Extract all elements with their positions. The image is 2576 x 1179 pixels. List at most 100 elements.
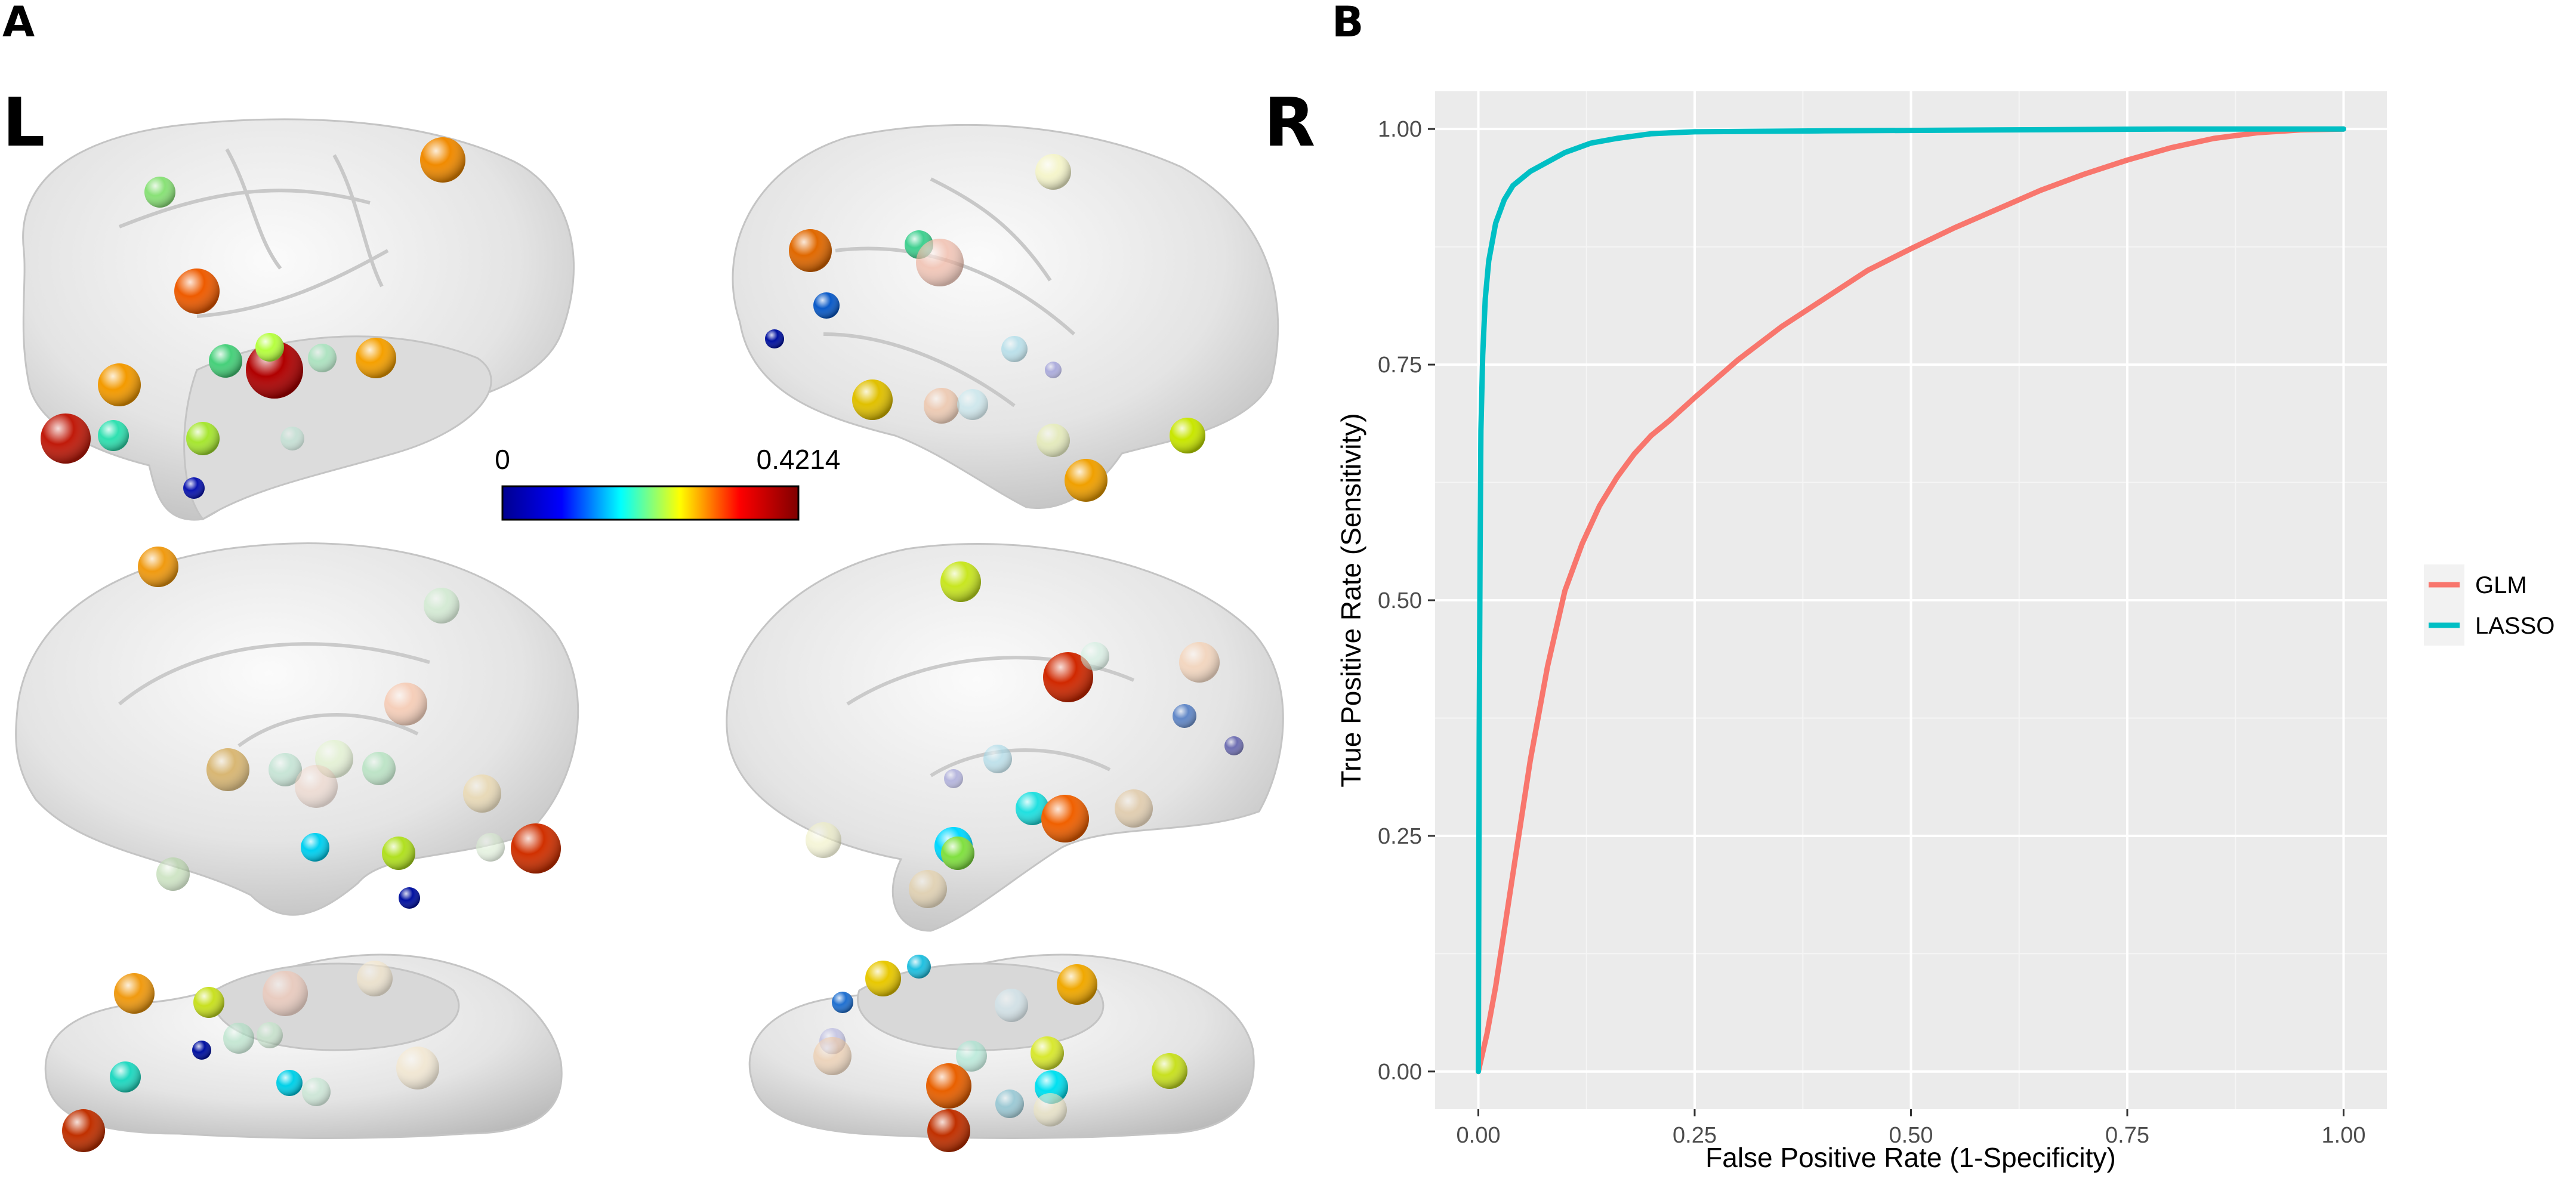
node-sphere (916, 239, 964, 286)
node-sphere (295, 765, 338, 808)
node-sphere (1173, 704, 1196, 728)
node-sphere (476, 833, 505, 862)
node-sphere (209, 344, 242, 378)
panel-label-b: B (1332, 0, 1364, 47)
node-sphere (957, 389, 988, 420)
legend: GLM LASSO (2424, 564, 2555, 646)
node-sphere (983, 745, 1012, 773)
node-sphere (382, 837, 415, 870)
node-sphere (1036, 424, 1070, 457)
node-sphere (138, 547, 178, 587)
node-sphere (924, 388, 960, 424)
node-sphere (420, 137, 465, 183)
node-sphere (1065, 459, 1107, 502)
node-sphere (995, 1090, 1024, 1118)
node-sphere (269, 753, 302, 786)
node-sphere (1152, 1053, 1187, 1089)
node-sphere (1045, 362, 1062, 378)
y-tick-label: 1.00 (1378, 117, 1422, 142)
node-sphere (263, 971, 308, 1016)
node-sphere (1224, 736, 1244, 755)
node-sphere (399, 887, 420, 909)
brain-lateral-left (22, 118, 575, 521)
node-sphere (1170, 418, 1205, 453)
node-sphere (813, 292, 840, 319)
node-sphere (302, 1078, 331, 1106)
panel-label-a: A (2, 0, 35, 47)
node-sphere (927, 1109, 970, 1152)
y-axis-label: True Positive Rate (Sensitivity) (1335, 413, 1366, 787)
node-sphere (765, 329, 784, 348)
node-sphere (852, 379, 893, 420)
node-sphere (424, 588, 459, 624)
node-sphere (1031, 1036, 1064, 1070)
colorbar-rect (501, 485, 800, 521)
grid-major (1435, 91, 2387, 1109)
node-sphere (255, 333, 284, 362)
legend-label-glm: GLM (2475, 572, 2527, 598)
node-sphere (206, 748, 249, 791)
node-sphere (1179, 642, 1220, 683)
node-sphere (909, 870, 947, 908)
node-sphere (956, 1041, 987, 1072)
node-sphere (356, 338, 396, 378)
node-sphere (362, 752, 396, 785)
y-tick-label: 0.00 (1378, 1060, 1422, 1085)
node-sphere (944, 769, 963, 788)
node-sphere (110, 1061, 141, 1092)
node-sphere (257, 1022, 283, 1048)
node-sphere (865, 961, 901, 996)
node-sphere (1081, 642, 1109, 671)
node-sphere (806, 822, 841, 858)
node-sphere (174, 268, 220, 314)
node-sphere (193, 987, 224, 1018)
node-sphere (396, 1047, 439, 1090)
x-axis-label: False Positive Rate (1-Specificity) (1705, 1142, 2116, 1173)
node-spheres (41, 137, 1244, 1152)
node-sphere (192, 1041, 211, 1060)
node-sphere (186, 422, 220, 455)
x-axis-ticks: 0.00 0.25 0.50 0.75 1.00 (1457, 1109, 2365, 1148)
node-sphere (114, 973, 155, 1014)
node-sphere (926, 1063, 971, 1109)
x-tick-label: 0.75 (2105, 1123, 2149, 1148)
node-sphere (463, 774, 501, 813)
node-sphere (1041, 795, 1089, 842)
node-sphere (183, 477, 205, 499)
node-sphere (789, 229, 832, 272)
series-line-glm (1476, 126, 2346, 1075)
node-sphere (223, 1023, 254, 1054)
node-sphere (511, 823, 561, 874)
x-tick-label: 0.25 (1673, 1123, 1717, 1148)
colorbar: 0 0.4214 (495, 444, 841, 521)
roc-chart: 0.00 0.25 0.50 0.75 1.00 0.00 0.25 0.50 0.75 1.0… (1335, 91, 2555, 1173)
node-sphere (357, 961, 393, 996)
y-tick-label: 0.50 (1378, 588, 1422, 613)
x-tick-label: 0.00 (1457, 1123, 1501, 1148)
brain-medial-right (726, 542, 1284, 932)
brain-figure: 0 0.4214 (15, 118, 1284, 1152)
node-sphere (301, 833, 329, 862)
node-sphere (995, 989, 1028, 1022)
node-sphere (308, 344, 337, 372)
node-sphere (941, 837, 974, 870)
node-sphere (144, 177, 175, 208)
series-layer (1476, 126, 2346, 1075)
node-sphere (832, 992, 853, 1013)
node-sphere (280, 427, 304, 450)
node-sphere (907, 955, 931, 979)
node-sphere (41, 413, 91, 464)
node-sphere (156, 857, 190, 891)
node-sphere (813, 1037, 852, 1075)
node-sphere (1043, 652, 1093, 702)
hemisphere-label-right: R (1264, 84, 1316, 162)
y-axis-ticks: 0.00 0.25 0.50 0.75 1.00 (1378, 117, 1435, 1085)
node-sphere (384, 683, 427, 726)
series-line-lasso (1476, 126, 2346, 1075)
x-tick-label: 0.50 (1889, 1123, 1933, 1148)
y-tick-label: 0.25 (1378, 824, 1422, 849)
node-sphere (276, 1070, 303, 1096)
colorbar-max-label: 0.4214 (757, 444, 841, 475)
node-sphere (1016, 792, 1049, 825)
brain-ventral-right (748, 953, 1255, 1139)
